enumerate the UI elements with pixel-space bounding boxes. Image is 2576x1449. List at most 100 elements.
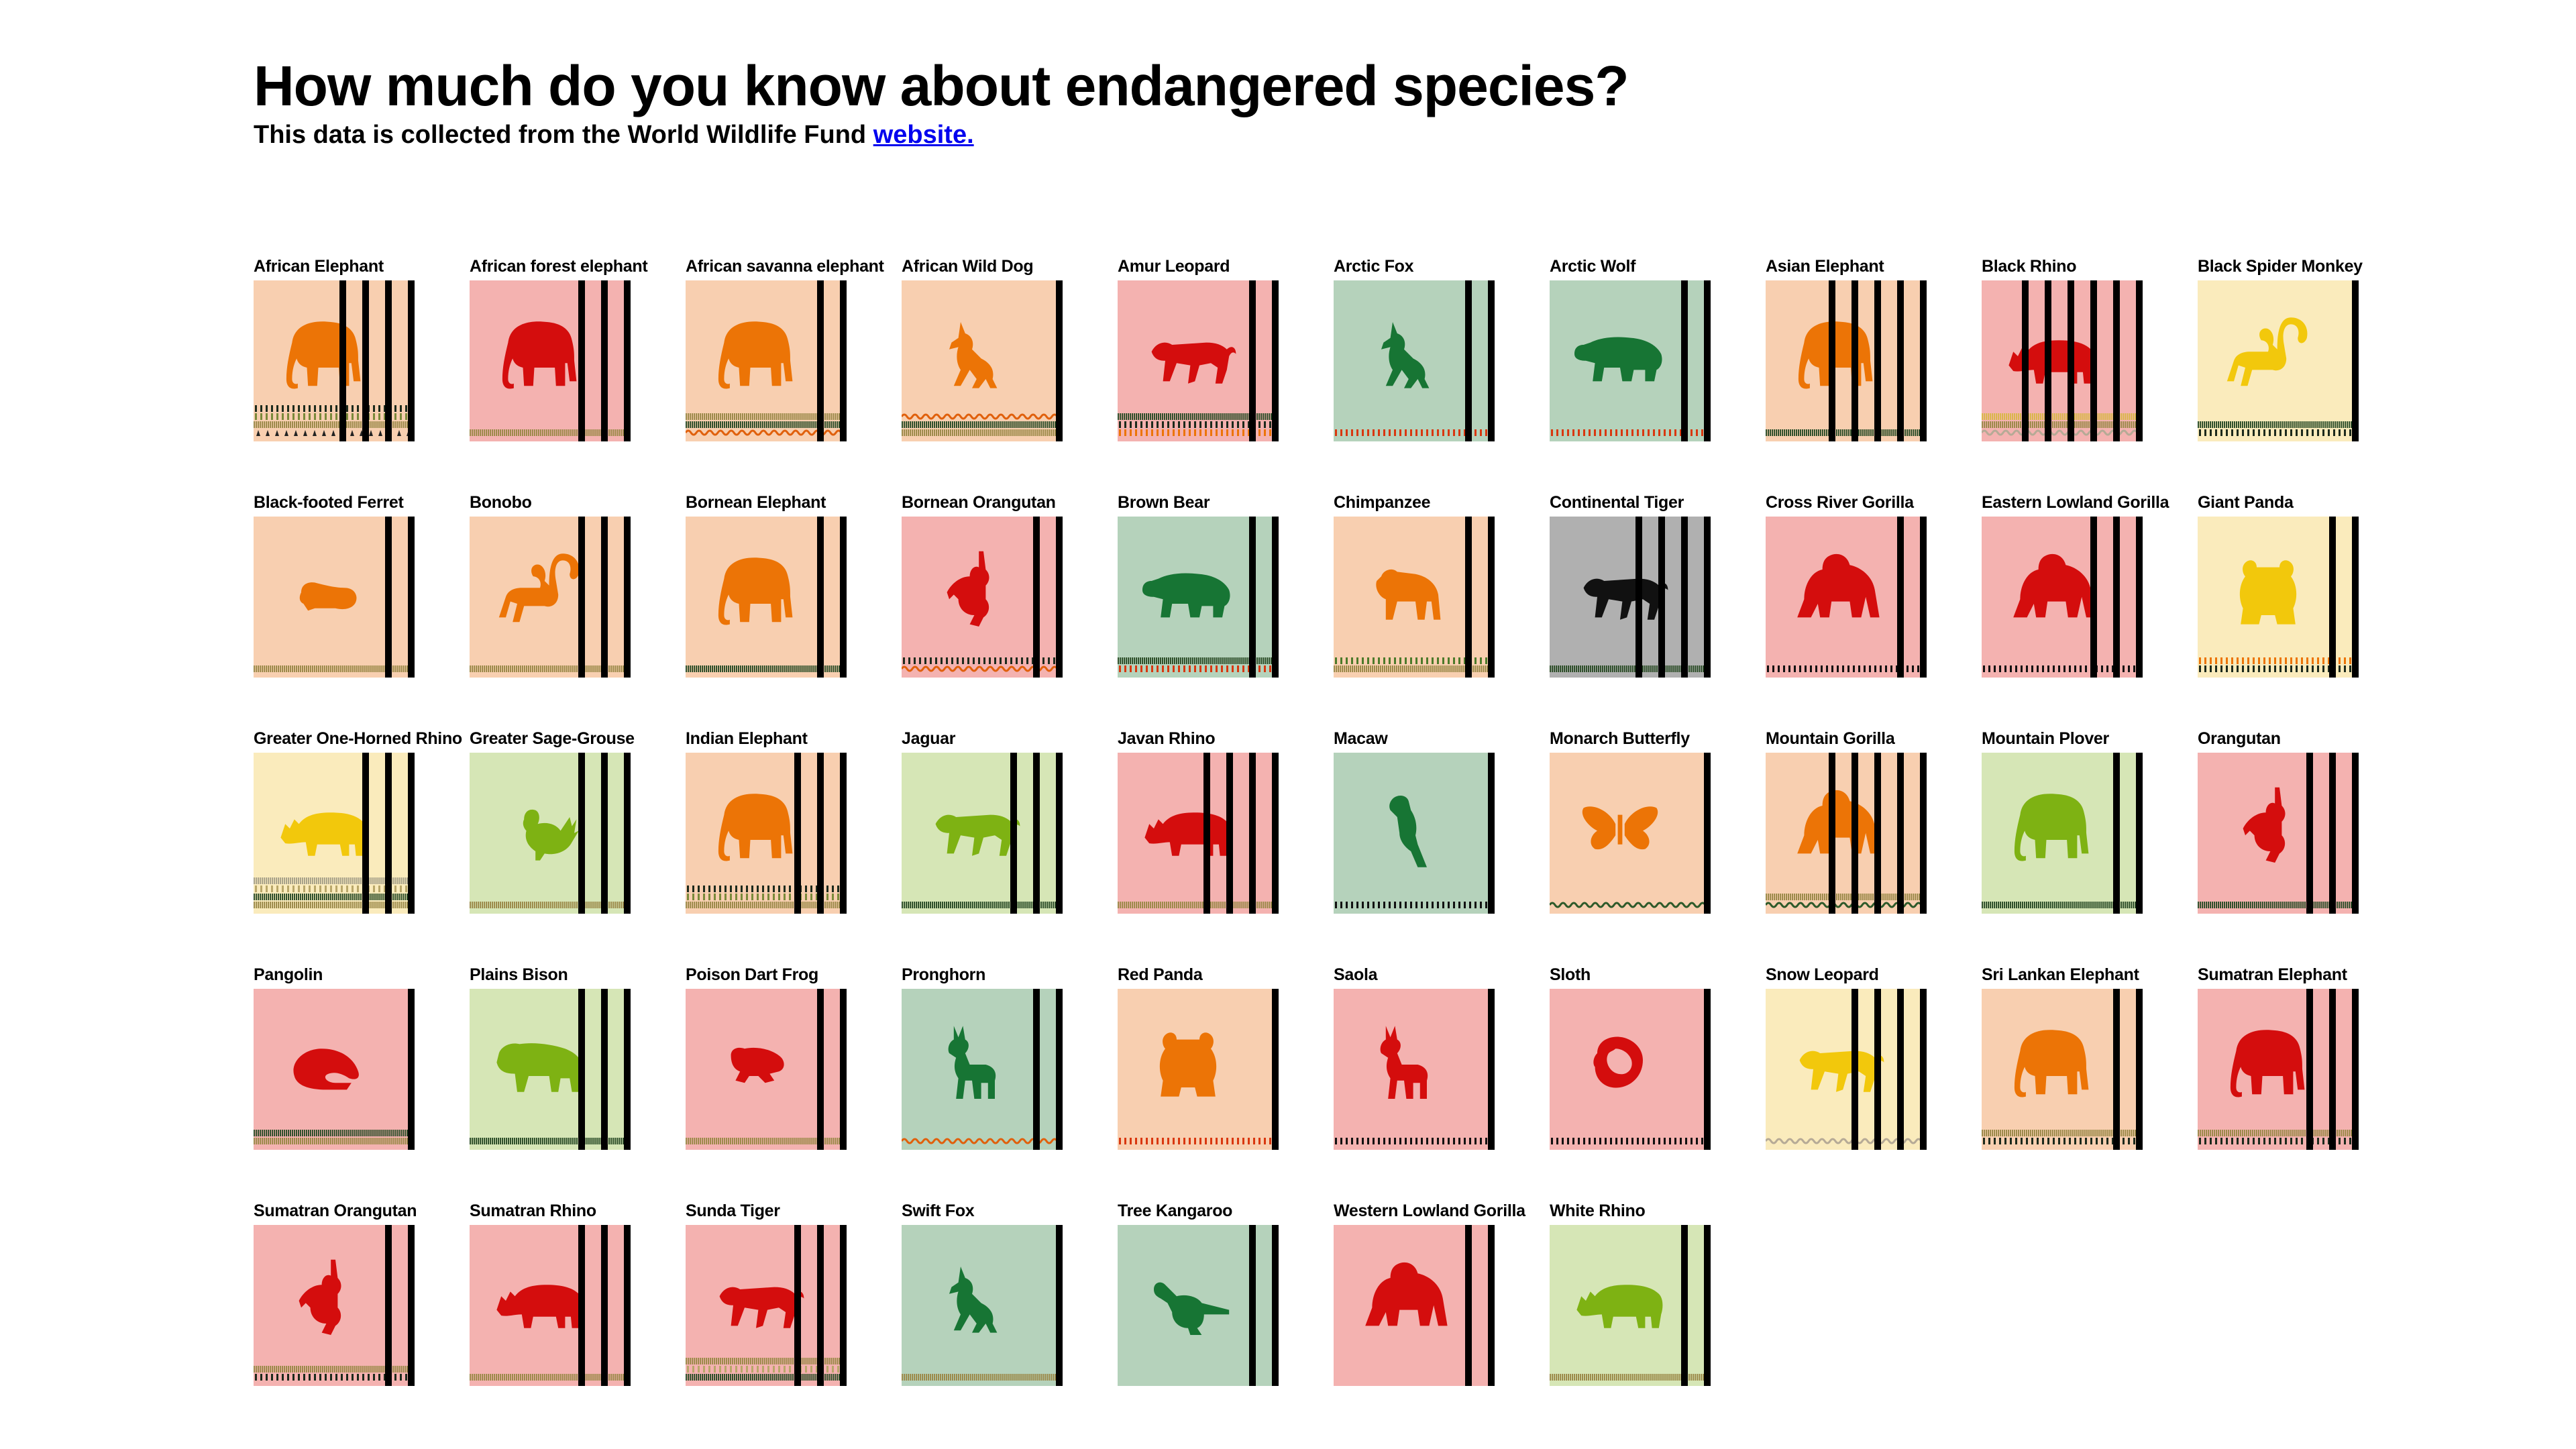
species-card-white-rhino[interactable]: White Rhino bbox=[1550, 1201, 1763, 1402]
species-tile[interactable] bbox=[2198, 753, 2359, 914]
species-card-snow-leopard[interactable]: Snow Leopard bbox=[1766, 965, 1979, 1166]
species-tile[interactable] bbox=[254, 753, 415, 914]
species-card-bornean-elephant[interactable]: Bornean Elephant bbox=[686, 492, 899, 694]
species-card-arctic-fox[interactable]: Arctic Fox bbox=[1334, 256, 1547, 458]
species-tile[interactable] bbox=[1550, 517, 1711, 678]
species-tile[interactable] bbox=[1334, 280, 1495, 441]
species-tile[interactable] bbox=[902, 989, 1063, 1150]
species-tile[interactable] bbox=[902, 280, 1063, 441]
species-card-sumatran-rhino[interactable]: Sumatran Rhino bbox=[470, 1201, 683, 1402]
species-card-african-savanna-elephant[interactable]: African savanna elephant bbox=[686, 256, 899, 458]
wwf-website-link[interactable]: website. bbox=[873, 121, 974, 150]
species-card-pronghorn[interactable]: Pronghorn bbox=[902, 965, 1115, 1166]
species-tile[interactable] bbox=[2198, 989, 2359, 1150]
species-tile[interactable] bbox=[1118, 280, 1279, 441]
species-tile[interactable] bbox=[1766, 517, 1927, 678]
species-card-sumatran-elephant[interactable]: Sumatran Elephant bbox=[2198, 965, 2411, 1166]
species-name: Orangutan bbox=[2198, 729, 2281, 748]
species-card-giant-panda[interactable]: Giant Panda bbox=[2198, 492, 2411, 694]
species-tile[interactable] bbox=[470, 280, 631, 441]
species-tile[interactable] bbox=[686, 517, 847, 678]
species-tile[interactable] bbox=[254, 989, 415, 1150]
species-tile[interactable] bbox=[1766, 989, 1927, 1150]
species-tile[interactable] bbox=[1982, 753, 2143, 914]
species-tile[interactable] bbox=[254, 517, 415, 678]
species-card-sunda-tiger[interactable]: Sunda Tiger bbox=[686, 1201, 899, 1402]
species-card-sloth[interactable]: Sloth bbox=[1550, 965, 1763, 1166]
species-card-chimpanzee[interactable]: Chimpanzee bbox=[1334, 492, 1547, 694]
species-card-javan-rhino[interactable]: Javan Rhino bbox=[1118, 729, 1331, 930]
species-card-swift-fox[interactable]: Swift Fox bbox=[902, 1201, 1115, 1402]
species-card-bonobo[interactable]: Bonobo bbox=[470, 492, 683, 694]
species-tile[interactable] bbox=[1334, 989, 1495, 1150]
species-card-arctic-wolf[interactable]: Arctic Wolf bbox=[1550, 256, 1763, 458]
species-card-mountain-gorilla[interactable]: Mountain Gorilla bbox=[1766, 729, 1979, 930]
species-tile[interactable] bbox=[902, 517, 1063, 678]
species-graphic bbox=[902, 989, 1063, 1150]
species-card-monarch-butterfly[interactable]: Monarch Butterfly bbox=[1550, 729, 1763, 930]
species-card-black-footed-ferret[interactable]: Black-footed Ferret bbox=[254, 492, 467, 694]
species-tile[interactable] bbox=[1334, 517, 1495, 678]
species-tile[interactable] bbox=[470, 989, 631, 1150]
species-card-bornean-orangutan[interactable]: Bornean Orangutan bbox=[902, 492, 1115, 694]
species-tile[interactable] bbox=[686, 280, 847, 441]
species-card-sri-lankan-elephant[interactable]: Sri Lankan Elephant bbox=[1982, 965, 2195, 1166]
species-card-orangutan[interactable]: Orangutan bbox=[2198, 729, 2411, 930]
species-card-amur-leopard[interactable]: Amur Leopard bbox=[1118, 256, 1331, 458]
species-tile[interactable] bbox=[1982, 280, 2143, 441]
species-tile[interactable] bbox=[254, 1225, 415, 1386]
species-tile[interactable] bbox=[1550, 1225, 1711, 1386]
species-card-brown-bear[interactable]: Brown Bear bbox=[1118, 492, 1331, 694]
species-card-indian-elephant[interactable]: Indian Elephant bbox=[686, 729, 899, 930]
species-card-continental-tiger[interactable]: Continental Tiger bbox=[1550, 492, 1763, 694]
species-tile[interactable] bbox=[2198, 280, 2359, 441]
species-tile[interactable] bbox=[1334, 753, 1495, 914]
species-tile[interactable] bbox=[470, 1225, 631, 1386]
species-card-african-elephant[interactable]: African Elephant bbox=[254, 256, 467, 458]
species-tile[interactable] bbox=[2198, 517, 2359, 678]
species-card-eastern-lowland-gorilla[interactable]: Eastern Lowland Gorilla bbox=[1982, 492, 2195, 694]
species-tile[interactable] bbox=[1550, 753, 1711, 914]
species-card-saola[interactable]: Saola bbox=[1334, 965, 1547, 1166]
species-card-pangolin[interactable]: Pangolin bbox=[254, 965, 467, 1166]
species-card-asian-elephant[interactable]: Asian Elephant bbox=[1766, 256, 1979, 458]
species-graphic bbox=[470, 517, 631, 678]
cage-bar bbox=[2090, 517, 2097, 678]
species-card-african-wild-dog[interactable]: African Wild Dog bbox=[902, 256, 1115, 458]
species-tile[interactable] bbox=[1982, 989, 2143, 1150]
species-tile[interactable] bbox=[902, 1225, 1063, 1386]
species-name: African savanna elephant bbox=[686, 257, 884, 276]
species-card-african-forest-elephant[interactable]: African forest elephant bbox=[470, 256, 683, 458]
species-tile[interactable] bbox=[1766, 280, 1927, 441]
species-card-mountain-plover[interactable]: Mountain Plover bbox=[1982, 729, 2195, 930]
species-tile[interactable] bbox=[1118, 1225, 1279, 1386]
species-tile[interactable] bbox=[1334, 1225, 1495, 1386]
species-card-jaguar[interactable]: Jaguar bbox=[902, 729, 1115, 930]
species-tile[interactable] bbox=[1118, 989, 1279, 1150]
species-card-red-panda[interactable]: Red Panda bbox=[1118, 965, 1331, 1166]
species-tile[interactable] bbox=[1118, 753, 1279, 914]
species-card-black-spider-monkey[interactable]: Black Spider Monkey bbox=[2198, 256, 2411, 458]
species-card-cross-river-gorilla[interactable]: Cross River Gorilla bbox=[1766, 492, 1979, 694]
species-tile[interactable] bbox=[686, 1225, 847, 1386]
species-card-tree-kangaroo[interactable]: Tree Kangaroo bbox=[1118, 1201, 1331, 1402]
species-tile[interactable] bbox=[902, 753, 1063, 914]
species-card-black-rhino[interactable]: Black Rhino bbox=[1982, 256, 2195, 458]
species-card-western-lowland-gorilla[interactable]: Western Lowland Gorilla bbox=[1334, 1201, 1547, 1402]
species-tile[interactable] bbox=[1118, 517, 1279, 678]
species-card-macaw[interactable]: Macaw bbox=[1334, 729, 1547, 930]
species-tile[interactable] bbox=[686, 989, 847, 1150]
species-tile[interactable] bbox=[1550, 280, 1711, 441]
species-card-greater-sage-grouse[interactable]: Greater Sage-Grouse bbox=[470, 729, 683, 930]
species-tile[interactable] bbox=[1766, 753, 1927, 914]
species-card-poison-dart-frog[interactable]: Poison Dart Frog bbox=[686, 965, 899, 1166]
species-tile[interactable] bbox=[470, 753, 631, 914]
species-tile[interactable] bbox=[1550, 989, 1711, 1150]
species-tile[interactable] bbox=[686, 753, 847, 914]
species-tile[interactable] bbox=[254, 280, 415, 441]
species-tile[interactable] bbox=[1982, 517, 2143, 678]
species-card-greater-one-horned-rhino[interactable]: Greater One-Horned Rhino bbox=[254, 729, 467, 930]
species-card-plains-bison[interactable]: Plains Bison bbox=[470, 965, 683, 1166]
species-tile[interactable] bbox=[470, 517, 631, 678]
species-card-sumatran-orangutan[interactable]: Sumatran Orangutan bbox=[254, 1201, 467, 1402]
